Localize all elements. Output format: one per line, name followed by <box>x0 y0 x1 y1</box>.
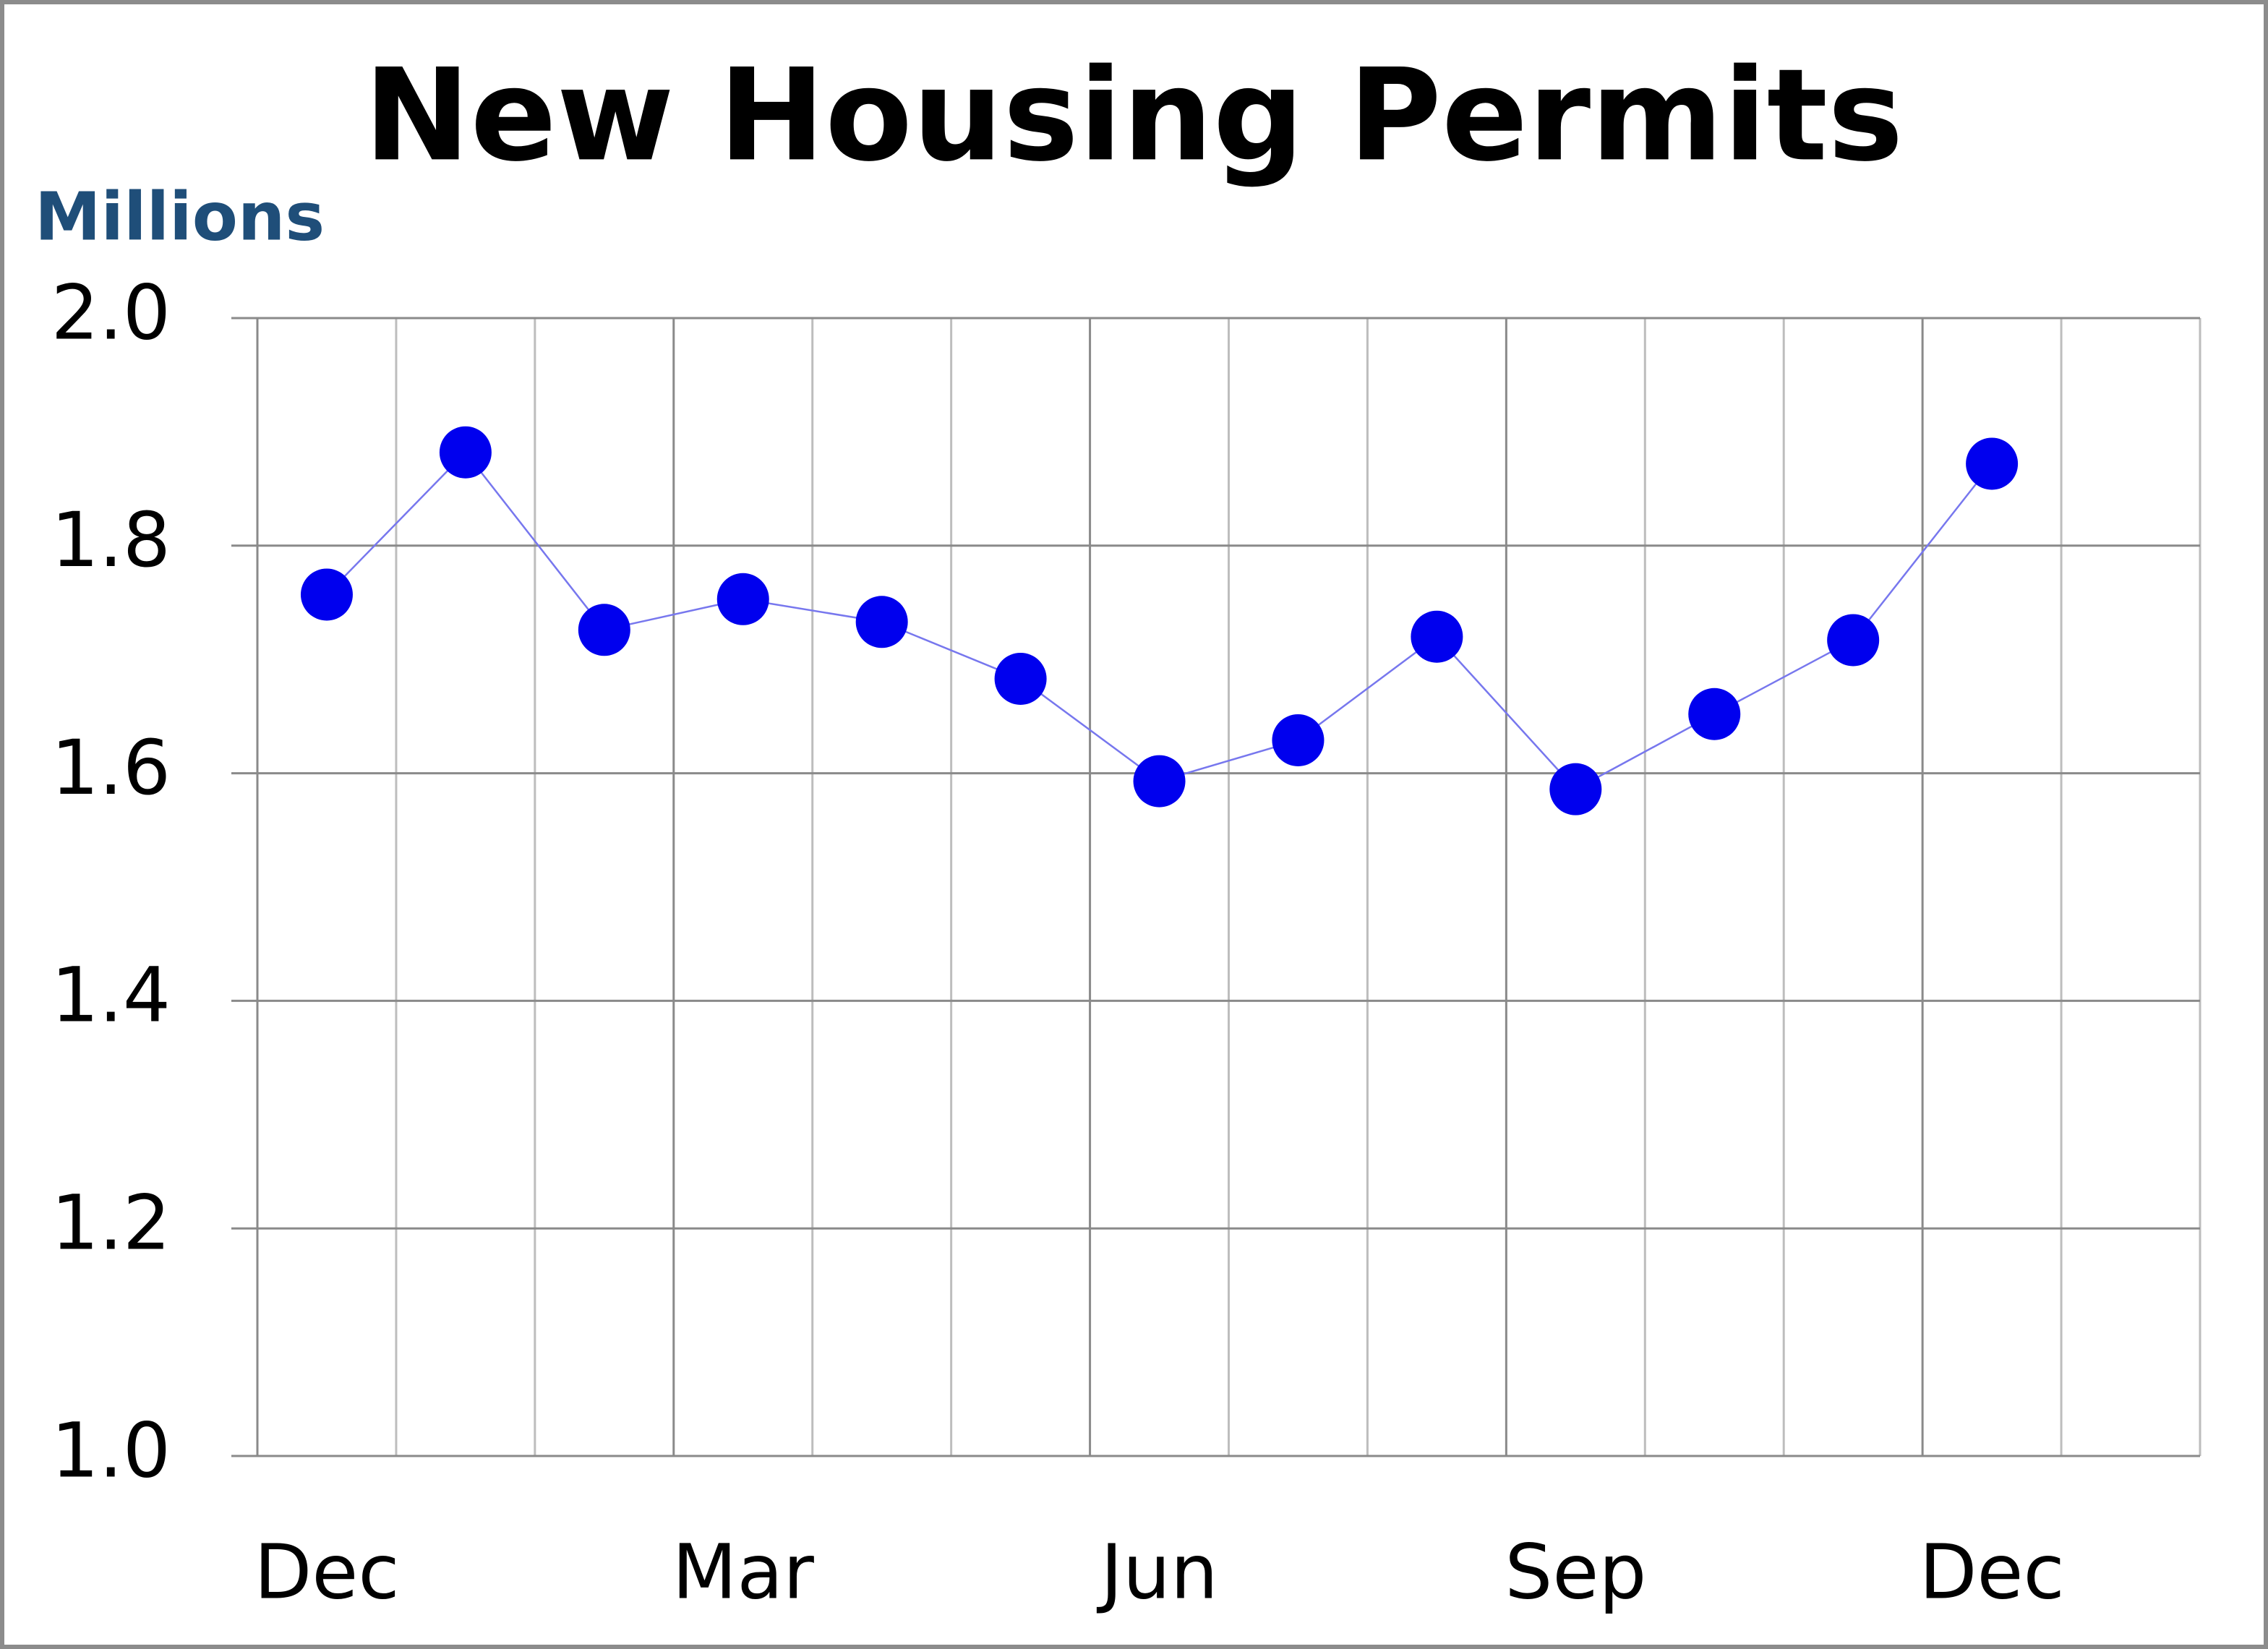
x-tick-label: Dec <box>254 1528 399 1616</box>
data-point <box>1549 763 1602 815</box>
x-tick-label: Dec <box>1919 1528 2064 1616</box>
y-tick-label: 1.6 <box>51 724 171 812</box>
data-point <box>1133 755 1186 808</box>
y-tick-label: 2.0 <box>51 268 171 356</box>
data-point <box>578 604 630 656</box>
data-point <box>855 596 908 648</box>
data-point <box>716 573 769 625</box>
x-tick-label: Sep <box>1505 1528 1646 1616</box>
data-point <box>1272 714 1325 766</box>
data-point <box>1411 610 1463 663</box>
y-tick-label: 1.4 <box>51 951 171 1040</box>
data-point <box>439 426 492 479</box>
y-tick-label: 1.0 <box>51 1406 171 1494</box>
data-point <box>1688 688 1741 740</box>
x-tick-label: Mar <box>672 1528 814 1616</box>
x-tick-label: Jun <box>1096 1528 1218 1616</box>
y-tick-label: 1.8 <box>51 496 171 584</box>
data-point <box>300 568 353 621</box>
data-point <box>1966 437 2019 490</box>
chart-title: New Housing Permits <box>364 41 1903 189</box>
data-point <box>994 652 1047 705</box>
y-tick-label: 1.2 <box>51 1179 171 1267</box>
y-unit-label: Millions <box>35 178 325 255</box>
data-point <box>1827 614 1880 667</box>
